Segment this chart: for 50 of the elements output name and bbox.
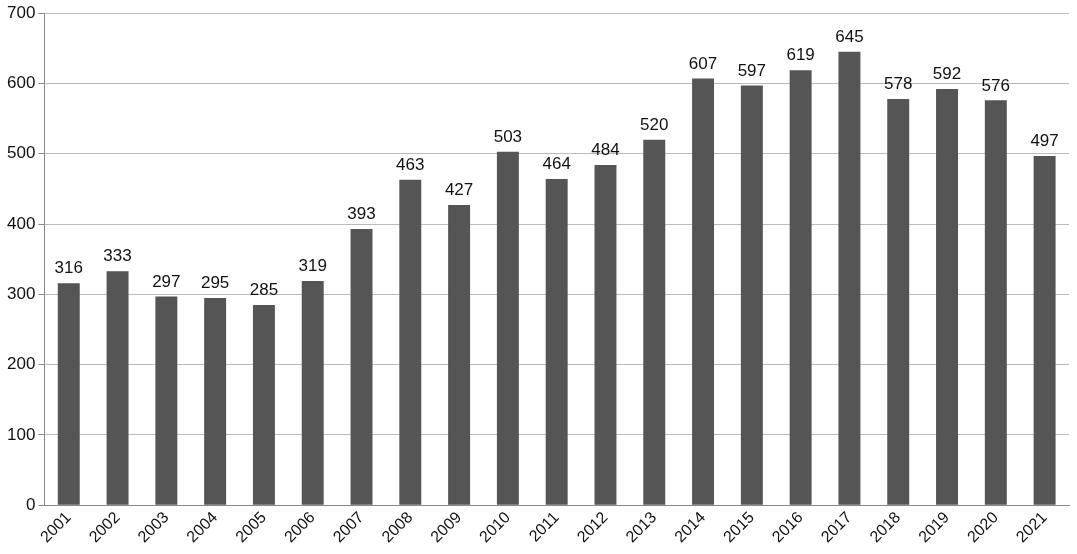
y-tick-label: 700 xyxy=(6,2,36,22)
y-tick-label: 0 xyxy=(25,494,36,514)
y-tick-label: 600 xyxy=(6,73,36,93)
data-label: 607 xyxy=(688,53,718,73)
bar xyxy=(545,179,568,505)
bar xyxy=(692,78,715,505)
data-label: 316 xyxy=(54,258,83,278)
data-label: 497 xyxy=(1030,131,1059,151)
bar xyxy=(740,85,763,505)
bar xyxy=(399,179,422,505)
bar xyxy=(887,98,910,505)
data-label: 427 xyxy=(444,180,474,200)
data-label: 520 xyxy=(640,114,669,134)
data-label: 463 xyxy=(396,154,425,174)
data-label: 295 xyxy=(200,273,230,293)
data-label: 619 xyxy=(786,45,815,65)
bar xyxy=(252,304,275,505)
data-label: 285 xyxy=(249,280,279,300)
bar xyxy=(106,271,129,505)
bar xyxy=(984,100,1007,505)
data-label: 576 xyxy=(981,75,1010,95)
data-label: 645 xyxy=(835,27,864,47)
bar xyxy=(448,205,471,505)
y-tick-label: 200 xyxy=(6,354,36,374)
bar xyxy=(301,281,324,505)
y-tick-label: 400 xyxy=(6,213,36,233)
bar xyxy=(155,296,178,505)
bar xyxy=(643,139,666,505)
bar xyxy=(204,297,227,505)
bar xyxy=(1033,155,1056,505)
y-tick-label: 300 xyxy=(6,284,36,304)
data-label: 333 xyxy=(103,246,132,266)
data-label: 484 xyxy=(591,140,620,160)
bar xyxy=(57,283,80,505)
bar xyxy=(838,51,861,505)
data-label: 597 xyxy=(737,60,767,80)
data-label: 592 xyxy=(932,64,962,84)
bar xyxy=(496,151,519,505)
bar xyxy=(789,70,812,505)
data-label: 503 xyxy=(493,126,523,146)
bar xyxy=(936,89,958,505)
y-tick-label: 500 xyxy=(6,143,36,163)
data-label: 319 xyxy=(298,256,327,276)
y-tick-label: 100 xyxy=(6,424,36,444)
bar xyxy=(350,229,373,505)
data-label: 578 xyxy=(884,74,913,94)
data-label: 297 xyxy=(152,271,181,291)
bar xyxy=(594,165,617,505)
data-label: 464 xyxy=(542,154,571,174)
data-label: 393 xyxy=(347,204,376,224)
